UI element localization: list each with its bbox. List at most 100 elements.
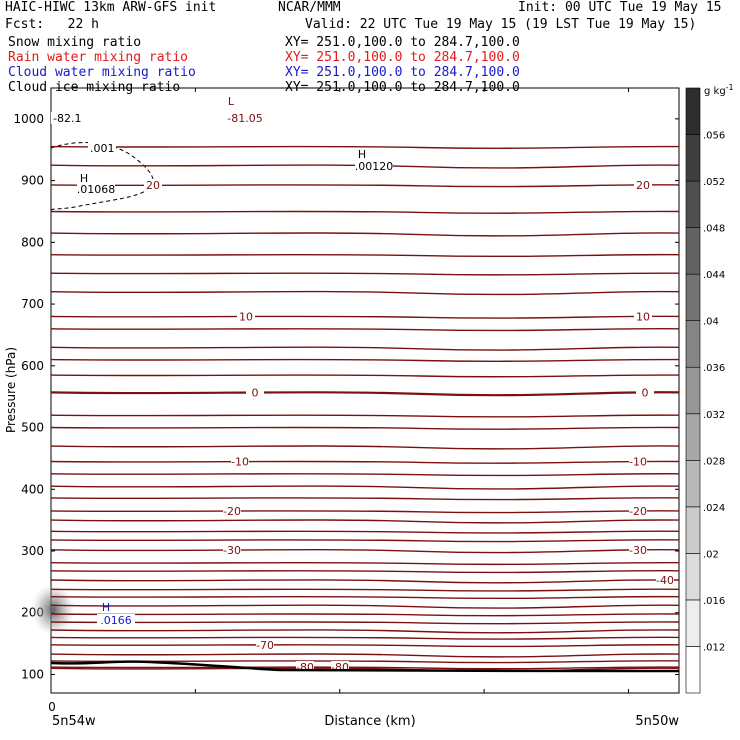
field-name-2: Cloud water mixing ratio	[8, 65, 196, 80]
colorbar-bin	[685, 134, 701, 182]
contour-label: .001	[90, 142, 115, 155]
colorbar-bin	[685, 599, 701, 647]
isotherm-line	[50, 588, 680, 592]
colorbar-tick-label: .028	[703, 456, 725, 467]
y-tick-label: 100	[21, 667, 44, 681]
colorbar-bin	[685, 320, 701, 368]
y-tick-label: 600	[21, 359, 44, 373]
isotherm-line	[50, 315, 680, 319]
isotherm-line	[50, 653, 680, 658]
extremum-h-marker: H	[102, 601, 110, 614]
extremum-value-bg	[226, 112, 264, 124]
isotherm-line	[50, 613, 680, 617]
isotherm-label-bg	[237, 310, 255, 323]
isotherm-line	[50, 391, 680, 397]
isotherm-label-bg	[223, 543, 241, 556]
plot-frame	[50, 87, 680, 694]
isotherm-line	[50, 328, 680, 332]
contour-label-bg	[88, 142, 116, 154]
isotherm-line	[50, 374, 680, 378]
isotherm-line	[50, 497, 680, 501]
isotherm-line	[50, 548, 680, 554]
colorbar-bin	[685, 553, 701, 601]
colorbar-tick-label: .016	[703, 596, 725, 607]
isotherm-label: -20	[223, 505, 241, 518]
isotherm-line	[50, 485, 680, 490]
isotherm-label: -10	[231, 455, 249, 468]
y-axis-label: Pressure (hPa)	[4, 347, 18, 433]
isotherm-label-bg	[629, 455, 647, 468]
colorbar-tick-label: .048	[703, 224, 725, 235]
isotherm-line	[50, 570, 680, 574]
isotherm-line	[50, 414, 680, 418]
contour-label-bg	[51, 112, 86, 124]
isotherm-label: -70	[256, 639, 274, 652]
isotherm-label: 20	[636, 179, 650, 192]
y-tick-label: 500	[21, 421, 44, 435]
colorbar-bin	[685, 413, 701, 461]
x-left-location: 5n54w	[52, 714, 96, 729]
isotherm-label-bg	[636, 386, 654, 399]
extremum-h-marker: H	[80, 172, 88, 185]
colorbar-bin	[685, 180, 701, 228]
colorbar-bin	[685, 227, 701, 275]
y-tick-label: 800	[21, 235, 44, 249]
colorbar-tick-label: .036	[703, 363, 725, 374]
extremum-value-bg	[355, 160, 393, 172]
extremum-h-marker: H	[358, 148, 366, 161]
cloud-ice-shading	[31, 583, 75, 636]
isotherm-line	[50, 539, 680, 543]
isotherm-line	[50, 473, 680, 477]
isotherm-line	[50, 561, 680, 566]
field-section-0: XY= 251.0,100.0 to 284.7,100.0	[285, 35, 520, 50]
ground-surface-line	[50, 660, 680, 673]
isotherm-label: -30	[223, 544, 241, 557]
isotherm-label: 0	[642, 386, 649, 399]
field-section-1: XY= 251.0,100.0 to 284.7,100.0	[285, 50, 520, 65]
y-tick-label: 1000	[13, 112, 44, 126]
isotherm-label-bg	[656, 574, 674, 587]
isotherm-label: -30	[629, 544, 647, 557]
extremum-value: .0166	[100, 614, 132, 627]
isotherm-label: -10	[629, 455, 647, 468]
org-title: NCAR/MMM	[278, 0, 341, 15]
isotherm-label-bg	[629, 543, 647, 556]
isotherm-label-bg	[256, 638, 274, 651]
extremum-value-bg	[77, 183, 115, 195]
valid-time: Valid: 22 UTC Tue 19 May 15 (19 LST Tue …	[305, 17, 697, 32]
isotherm-line	[50, 426, 680, 430]
colorbar-tick-label: .012	[703, 642, 725, 653]
colorbar-bin	[685, 366, 701, 415]
isotherm-line	[50, 595, 680, 600]
field-name-1: Rain water mixing ratio	[8, 50, 189, 65]
isotherm-label: -40	[656, 574, 674, 587]
isotherm-line	[50, 445, 680, 450]
isotherm-line	[50, 358, 680, 362]
extremum-value: -81.05	[227, 112, 262, 125]
field-section-2: XY= 251.0,100.0 to 284.7,100.0	[285, 65, 520, 80]
isotherm-label-bg	[629, 504, 647, 517]
isotherm-label-bg	[246, 386, 264, 399]
isotherm-label: 10	[636, 310, 650, 323]
isotherm-line	[50, 232, 680, 237]
isotherm-line	[50, 510, 680, 514]
x-origin-label: 0	[48, 700, 56, 714]
isotherm-line	[50, 530, 680, 534]
colorbar-tick-label: .024	[703, 503, 725, 514]
isotherm-line	[50, 460, 680, 464]
isotherm-line	[50, 666, 680, 670]
colorbar-tick-label: .056	[703, 131, 725, 142]
x-right-location: 5n50w	[635, 714, 679, 729]
isotherm-label: -80	[331, 661, 349, 674]
colorbar-tick-label: .04	[703, 317, 719, 328]
y-tick-label: 700	[21, 297, 44, 311]
colorbar-bin	[685, 87, 701, 135]
x-axis-label: Distance (km)	[324, 714, 415, 729]
colorbar-bin	[685, 273, 701, 321]
colorbar-unit: g kg-1	[704, 83, 734, 97]
extremum-value-bg	[97, 614, 135, 626]
isotherm-line	[50, 210, 680, 214]
isotherm-label-bg	[231, 455, 249, 468]
isotherm-line	[50, 636, 680, 640]
